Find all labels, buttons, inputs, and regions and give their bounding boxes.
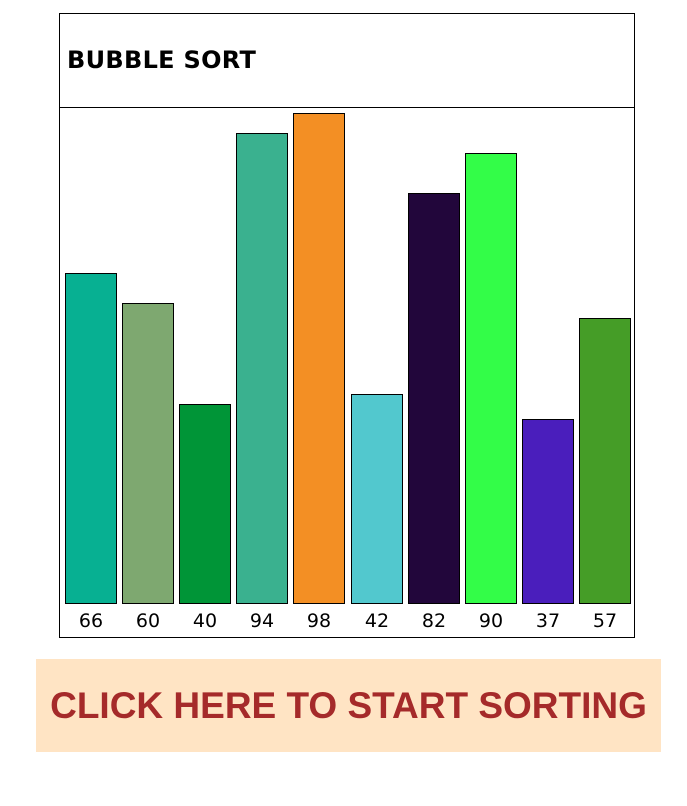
bar [65,273,117,604]
bar [293,113,345,604]
bar-value-label: 37 [535,610,561,632]
bar [579,318,631,604]
bar-value-label: 90 [478,610,504,632]
bar-value-label: 82 [421,610,447,632]
bar-value-label: 60 [135,610,161,632]
bar [122,303,174,604]
bar-chart: 66 60 40 94 98 42 82 90 37 57 [60,108,634,637]
bar [408,193,460,604]
page-title: BUBBLE SORT [67,46,257,74]
sort-visualizer-panel: BUBBLE SORT 66 60 40 94 98 42 82 90 37 57 [59,13,635,638]
bar-value-label: 57 [592,610,618,632]
bar [236,133,288,604]
bar-value-label: 66 [78,610,104,632]
panel-header: BUBBLE SORT [60,14,634,108]
bar [351,394,403,604]
bar [465,153,517,604]
start-sorting-button[interactable]: CLICK HERE TO START SORTING [36,659,661,752]
bar-value-label: 98 [306,610,332,632]
bar [522,419,574,604]
bar [179,404,231,604]
bar-value-label: 40 [192,610,218,632]
bar-value-label: 94 [249,610,275,632]
bar-value-label: 42 [364,610,390,632]
